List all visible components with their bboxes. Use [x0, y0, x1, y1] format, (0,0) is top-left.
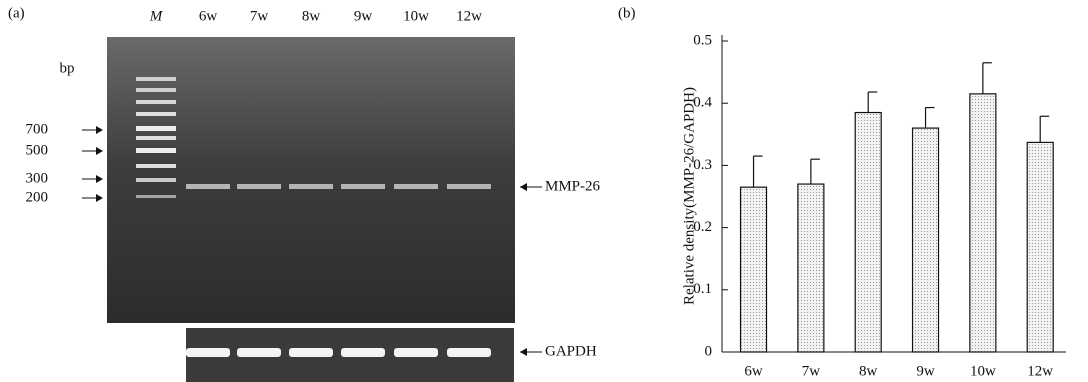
unit-label: bp	[60, 60, 75, 76]
x-tick-label: 6w	[744, 363, 763, 379]
gapdh-band	[447, 348, 491, 357]
bar	[1027, 142, 1053, 352]
lane-label: 12w	[456, 8, 482, 24]
arrowhead	[96, 126, 103, 134]
gel-band	[186, 184, 230, 189]
lane-label: 8w	[302, 8, 321, 24]
y-tick-label: 0.3	[693, 157, 712, 173]
gapdh-band	[186, 348, 230, 357]
x-tick-label: 10w	[970, 363, 996, 379]
gapdh-band	[289, 348, 333, 357]
bar	[855, 113, 881, 352]
control-band-label: GAPDH	[545, 343, 597, 359]
marker-size-label: 300	[26, 170, 49, 186]
bar	[913, 128, 939, 352]
y-tick-label: 0.5	[693, 32, 712, 48]
panel-label: (b)	[618, 5, 636, 21]
lane-label: 6w	[199, 8, 218, 24]
gapdh-band	[394, 348, 438, 357]
gel-band	[289, 184, 333, 189]
bar	[970, 94, 996, 352]
arrowhead	[520, 183, 527, 191]
y-axis-label: Relative density(MMP-26/GAPDH)	[681, 87, 697, 305]
x-tick-label: 9w	[916, 363, 935, 379]
gel-band	[341, 184, 385, 189]
lane-label: 10w	[403, 8, 429, 24]
arrowhead	[96, 175, 103, 183]
x-tick-label: 12w	[1027, 363, 1053, 379]
lane-label: 7w	[250, 8, 269, 24]
gel-band	[237, 184, 281, 189]
marker-size-label: 500	[26, 142, 49, 158]
target-band-label: MMP-26	[545, 178, 601, 194]
x-tick-label: 8w	[859, 363, 878, 379]
gapdh-band	[237, 348, 281, 357]
marker-lane-label: M	[149, 8, 164, 24]
y-tick-label: 0.4	[693, 95, 712, 111]
lane-label: 9w	[354, 8, 373, 24]
bar	[741, 187, 767, 352]
arrowhead	[96, 147, 103, 155]
gel-band	[447, 184, 491, 189]
gapdh-band	[341, 348, 385, 357]
x-tick-label: 7w	[802, 363, 821, 379]
y-tick-label: 0.1	[693, 281, 712, 297]
marker-size-label: 200	[26, 189, 49, 205]
figure: (a) M bp MMP-26 GAPDH (b) Relative densi…	[0, 0, 1088, 382]
bar	[798, 184, 824, 352]
arrowhead	[520, 348, 527, 356]
gel-band	[394, 184, 438, 189]
y-tick-label: 0	[705, 343, 713, 359]
y-tick-label: 0.2	[693, 219, 712, 235]
arrowhead	[96, 194, 103, 202]
panel-label: (a)	[8, 5, 25, 21]
marker-size-label: 700	[26, 121, 49, 137]
